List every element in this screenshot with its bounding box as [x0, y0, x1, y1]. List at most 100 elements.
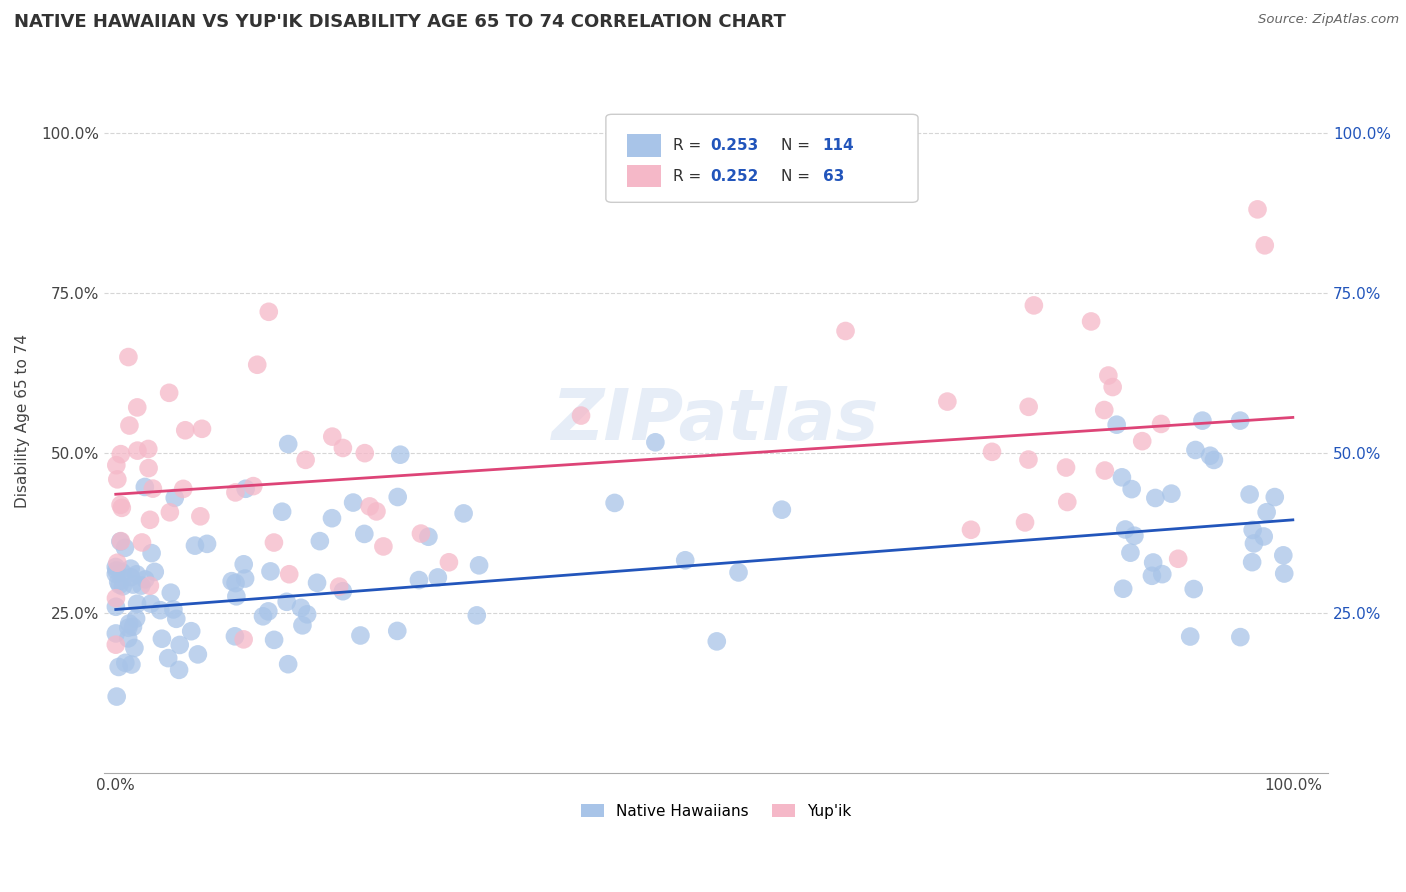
Point	[1097, 368, 1119, 383]
Point	[169, 638, 191, 652]
Point	[120, 657, 142, 672]
Point	[233, 572, 256, 586]
Point	[105, 472, 128, 486]
Point	[1054, 460, 1077, 475]
Point	[468, 558, 491, 573]
Point	[1150, 417, 1173, 431]
Y-axis label: Disability Age 65 to 74: Disability Age 65 to 74	[15, 334, 30, 508]
Text: 114: 114	[823, 138, 855, 153]
Point	[1022, 298, 1045, 312]
Point	[1017, 452, 1039, 467]
Point	[187, 648, 209, 662]
Point	[105, 690, 128, 704]
Point	[235, 482, 257, 496]
Point	[104, 566, 127, 581]
Point	[1142, 556, 1164, 570]
Point	[308, 534, 330, 549]
Point	[104, 599, 127, 614]
Point	[157, 385, 180, 400]
Point	[134, 480, 156, 494]
Point	[1123, 529, 1146, 543]
Point	[149, 603, 172, 617]
Point	[1167, 551, 1189, 566]
Point	[1144, 491, 1167, 505]
Point	[353, 527, 375, 541]
Legend: Native Hawaiians, Yup'ik: Native Hawaiians, Yup'ik	[575, 797, 858, 825]
Point	[453, 507, 475, 521]
Point	[332, 441, 354, 455]
Point	[1101, 380, 1123, 394]
Point	[162, 602, 184, 616]
Point	[770, 502, 793, 516]
Point	[1121, 482, 1143, 496]
Point	[1160, 486, 1182, 500]
Point	[159, 585, 181, 599]
Point	[1056, 495, 1078, 509]
Point	[127, 401, 149, 415]
Point	[246, 358, 269, 372]
Point	[104, 638, 127, 652]
Point	[1239, 487, 1261, 501]
Text: N =: N =	[780, 169, 815, 184]
Point	[110, 534, 132, 549]
Point	[1229, 630, 1251, 644]
Point	[1014, 516, 1036, 530]
Text: R =: R =	[673, 138, 706, 153]
Point	[465, 608, 488, 623]
Point	[437, 555, 460, 569]
Point	[242, 479, 264, 493]
Point	[936, 394, 959, 409]
Point	[277, 437, 299, 451]
Point	[1202, 453, 1225, 467]
FancyBboxPatch shape	[627, 134, 661, 157]
Point	[291, 618, 314, 632]
Point	[276, 595, 298, 609]
Point	[321, 429, 343, 443]
Point	[225, 576, 247, 591]
Point	[307, 575, 329, 590]
Text: N =: N =	[780, 138, 815, 153]
Point	[143, 565, 166, 579]
Point	[124, 640, 146, 655]
Point	[569, 409, 592, 423]
Point	[127, 597, 149, 611]
Point	[114, 541, 136, 555]
Point	[1112, 582, 1135, 596]
Point	[673, 553, 696, 567]
Point	[387, 490, 409, 504]
Point	[389, 448, 412, 462]
Point	[1191, 414, 1213, 428]
Point	[278, 567, 301, 582]
Point	[373, 540, 395, 554]
Point	[172, 482, 194, 496]
Point	[1184, 442, 1206, 457]
Point	[1241, 555, 1264, 569]
Point	[110, 498, 132, 512]
Point	[426, 570, 449, 584]
Point	[1264, 490, 1286, 504]
Point	[342, 495, 364, 509]
Point	[1094, 464, 1116, 478]
Point	[142, 482, 165, 496]
Point	[110, 534, 132, 549]
Point	[359, 500, 381, 514]
Point	[165, 612, 187, 626]
Point	[118, 616, 141, 631]
Point	[644, 435, 666, 450]
Point	[1246, 202, 1268, 217]
Point	[1105, 417, 1128, 432]
Text: Source: ZipAtlas.com: Source: ZipAtlas.com	[1258, 13, 1399, 27]
Point	[1272, 566, 1295, 581]
Point	[221, 574, 243, 589]
Point	[110, 447, 132, 461]
Point	[127, 443, 149, 458]
Point	[108, 578, 131, 592]
Point	[159, 505, 181, 519]
Point	[706, 634, 728, 648]
Point	[105, 556, 128, 570]
Point	[122, 577, 145, 591]
Point	[117, 350, 139, 364]
Point	[257, 604, 280, 618]
Point	[1152, 567, 1174, 582]
Point	[120, 570, 142, 584]
